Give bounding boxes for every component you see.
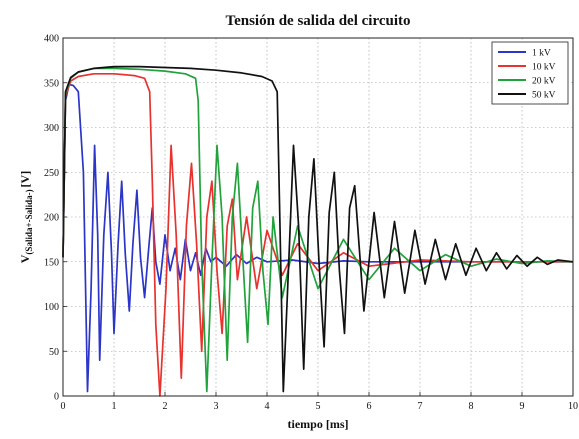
- x-tick-label: 9: [520, 401, 525, 412]
- x-tick-label: 10: [568, 401, 578, 412]
- legend-entry: 1 kV: [532, 49, 551, 59]
- x-tick-label: 1: [112, 401, 117, 412]
- series-line: [62, 67, 574, 393]
- legend-entry: 10 kV: [532, 63, 556, 73]
- series-line: [62, 72, 573, 397]
- y-tick-label: 0: [54, 392, 59, 403]
- x-tick-label: 8: [469, 401, 474, 412]
- y-axis-label-subscript: (Salida+-Salida-): [24, 189, 34, 254]
- legend-entry: 50 kV: [532, 91, 556, 101]
- series-line: [62, 65, 574, 393]
- y-tick-label: 350: [44, 78, 59, 89]
- y-tick-label: 400: [44, 34, 59, 45]
- x-tick-label: 7: [418, 401, 423, 412]
- y-tick-label: 300: [44, 123, 59, 134]
- y-axis-label-main: V: [18, 254, 32, 263]
- y-tick-label: 100: [44, 302, 59, 313]
- x-tick-label: 3: [214, 401, 219, 412]
- series-line: [62, 83, 573, 393]
- chart-title: Tensión de salida del circuito: [225, 13, 410, 29]
- y-tick-label: 250: [44, 168, 59, 179]
- y-tick-label: 50: [49, 347, 59, 358]
- legend-entry: 20 kV: [532, 77, 556, 87]
- y-tick-label: 200: [44, 213, 59, 224]
- x-tick-label: 0: [61, 401, 66, 412]
- y-axis-label-unit: [V]: [18, 171, 32, 188]
- x-tick-label: 4: [265, 401, 270, 412]
- legend: 1 kV 10 kV 20 kV 50 kV: [491, 41, 569, 105]
- y-axis-label: V(Salida+-Salida-)[V]: [18, 171, 34, 263]
- y-tick-label: 150: [44, 257, 59, 268]
- x-tick-label: 5: [316, 401, 321, 412]
- series-layer: [62, 65, 574, 397]
- x-tick-label: 2: [163, 401, 168, 412]
- x-tick-label: 6: [367, 401, 372, 412]
- x-axis-label: tiempo [ms]: [288, 417, 349, 431]
